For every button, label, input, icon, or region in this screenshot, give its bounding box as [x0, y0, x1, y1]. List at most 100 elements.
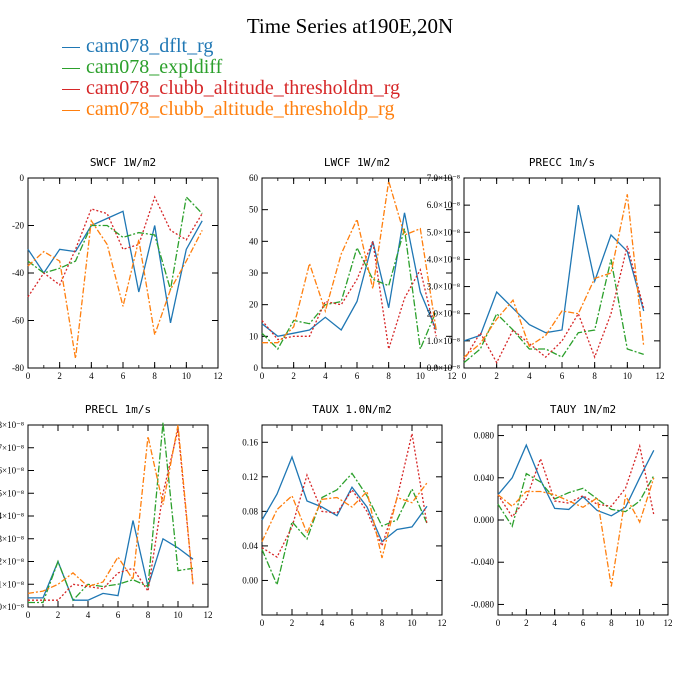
chart-panel-2: LWCF 1W/m2 0 2 4 6 8 10 12 0 10 20 30 40 50 60: [249, 156, 457, 381]
legend: cam078_dflt_rg cam078_expldiff cam078_cl…: [62, 36, 400, 120]
series-line-1: [27, 210, 203, 324]
y-tick-label: 1.0×10⁻⁸: [427, 336, 460, 346]
x-tick-label: 12: [448, 371, 457, 381]
legend-line-1: [62, 46, 80, 48]
plot-frame: [497, 424, 669, 616]
x-tick-label: 4: [527, 371, 532, 381]
legend-entry-4: cam078_clubb_altitude_thresholdp_rg: [62, 99, 400, 120]
legend-line-4: [62, 109, 80, 111]
x-tick-label: 2: [56, 610, 61, 620]
legend-label-2: cam078_expldiff: [86, 56, 223, 78]
y-tick-label: -0.080: [471, 599, 495, 609]
legend-entry-1: cam078_dflt_rg: [62, 36, 400, 57]
y-tick-label: 50: [249, 205, 259, 215]
x-tick-label: 6: [581, 618, 586, 628]
x-tick-label: 2: [494, 371, 499, 381]
chart-panel-1: SWCF 1W/m2 0 2 4 6 8 10 12 -80 -60 -40 -20 0: [12, 156, 223, 381]
x-tick-label: 12: [656, 371, 665, 381]
series-line-3: [261, 238, 437, 350]
series-line-2: [463, 259, 644, 364]
x-tick-label: 6: [560, 371, 565, 381]
y-tick-label: 0.08: [242, 506, 258, 516]
y-tick-label: 40: [249, 236, 259, 246]
y-tick-label: 0: [20, 173, 25, 183]
series-line-4: [27, 424, 194, 595]
x-tick-label: 12: [438, 618, 447, 628]
y-tick-label: 0.0×10⁻⁸: [427, 363, 460, 373]
x-tick-label: 0: [26, 371, 31, 381]
series-line-2: [27, 195, 203, 290]
legend-entry-3: cam078_clubb_altitude_thresholdm_rg: [62, 78, 400, 99]
series-line-1: [261, 212, 437, 337]
chart-title: PRECC 1m/s: [529, 156, 595, 169]
legend-label-4: cam078_clubb_altitude_thresholdp_rg: [86, 98, 395, 120]
series-line-1: [463, 204, 645, 342]
plot-frame: [27, 424, 209, 608]
chart-panel-4: PRECL 1m/s 0 2 4 6 8 10 12 0×10⁻⁸ 1×10⁻⁸ 2×10⁻⁸ 3×1…: [0, 403, 213, 620]
x-tick-label: 10: [416, 371, 426, 381]
chart-panel-6: TAUY 1N/m2 0 2 4 6 8 10 12 -0.080 -0.040 0.000 0.04…: [471, 403, 673, 628]
series-line-4: [27, 218, 203, 359]
legend-label-1: cam078_dflt_rg: [86, 35, 214, 57]
y-tick-label: 5×10⁻⁸: [0, 488, 24, 498]
chart-title: TAUX 1.0N/m2: [312, 403, 391, 416]
plot-frame: [27, 177, 219, 369]
y-tick-label: 10: [249, 331, 259, 341]
x-tick-label: 0: [496, 618, 501, 628]
y-tick-label: 0: [254, 363, 259, 373]
y-tick-label: 20: [249, 300, 259, 310]
y-tick-label: 4×10⁻⁸: [0, 511, 24, 521]
y-tick-label: 6×10⁻⁸: [0, 466, 24, 476]
plot-frame: [261, 177, 453, 369]
x-tick-label: 10: [635, 618, 645, 628]
x-tick-label: 0: [260, 371, 265, 381]
y-tick-label: 4.0×10⁻⁸: [427, 254, 460, 264]
x-tick-label: 2: [290, 618, 295, 628]
y-tick-label: 0.080: [474, 431, 495, 441]
y-tick-label: -40: [12, 268, 24, 278]
series-line-3: [497, 443, 655, 518]
x-tick-label: 10: [408, 618, 418, 628]
y-tick-label: -20: [12, 221, 24, 231]
legend-line-3: [62, 88, 80, 90]
y-tick-label: 60: [249, 173, 259, 183]
x-tick-label: 4: [86, 610, 91, 620]
x-tick-label: 10: [182, 371, 192, 381]
chart-title: SWCF 1W/m2: [90, 156, 156, 169]
y-tick-label: 1×10⁻⁸: [0, 579, 24, 589]
x-tick-label: 8: [609, 618, 614, 628]
legend-entry-2: cam078_expldiff: [62, 57, 400, 78]
x-tick-label: 10: [174, 610, 184, 620]
x-tick-label: 0: [260, 618, 265, 628]
series-line-2: [261, 228, 437, 352]
y-tick-label: 7.0×10⁻⁸: [427, 173, 460, 183]
y-tick-label: 5.0×10⁻⁸: [427, 227, 460, 237]
y-tick-label: -80: [12, 363, 24, 373]
series-line-3: [463, 245, 645, 365]
legend-label-3: cam078_clubb_altitude_thresholdm_rg: [86, 77, 401, 99]
series-line-1: [497, 443, 655, 517]
series-line-4: [497, 477, 655, 587]
chart-title: TAUY 1N/m2: [550, 403, 616, 416]
x-tick-label: 2: [524, 618, 529, 628]
series-line-2: [28, 422, 194, 604]
x-tick-label: 4: [89, 371, 94, 381]
series-line-2: [497, 472, 655, 528]
y-tick-label: 8×10⁻⁸: [0, 420, 24, 430]
y-tick-label: 30: [249, 268, 259, 278]
x-tick-label: 2: [57, 371, 62, 381]
x-tick-label: 8: [146, 610, 151, 620]
x-tick-label: 6: [121, 371, 126, 381]
x-tick-label: 4: [323, 371, 328, 381]
y-tick-label: 0×10⁻⁸: [0, 602, 24, 612]
x-tick-label: 6: [350, 618, 355, 628]
x-tick-label: 6: [116, 610, 121, 620]
series-line-3: [27, 195, 203, 298]
y-tick-label: 0.040: [474, 473, 495, 483]
y-tick-label: 0.16: [242, 437, 258, 447]
chart-panel-5: TAUX 1.0N/m2 0 2 4 6 8 10 12 0.00 0.04 0.08 0.12 0.1…: [242, 403, 446, 628]
y-tick-label: 6.0×10⁻⁸: [427, 200, 460, 210]
x-tick-label: 12: [214, 371, 223, 381]
y-tick-label: -0.040: [471, 557, 495, 567]
y-tick-label: 2.0×10⁻⁸: [427, 309, 460, 319]
